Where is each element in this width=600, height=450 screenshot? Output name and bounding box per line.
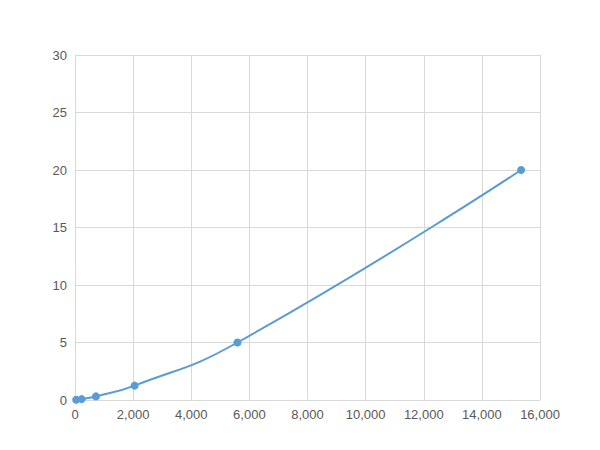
svg-text:4,000: 4,000 [175,407,208,422]
svg-text:10,000: 10,000 [346,407,386,422]
svg-text:20: 20 [53,163,67,178]
svg-text:14,000: 14,000 [462,407,502,422]
svg-text:25: 25 [53,105,67,120]
svg-text:0: 0 [71,407,78,422]
svg-text:10: 10 [53,278,67,293]
svg-text:2,000: 2,000 [117,407,150,422]
svg-text:6,000: 6,000 [233,407,266,422]
svg-text:30: 30 [53,48,67,63]
svg-text:0: 0 [60,393,67,408]
svg-text:16,000: 16,000 [520,407,560,422]
svg-text:8,000: 8,000 [291,407,324,422]
svg-text:5: 5 [60,335,67,350]
svg-text:15: 15 [53,220,67,235]
svg-text:12,000: 12,000 [404,407,444,422]
